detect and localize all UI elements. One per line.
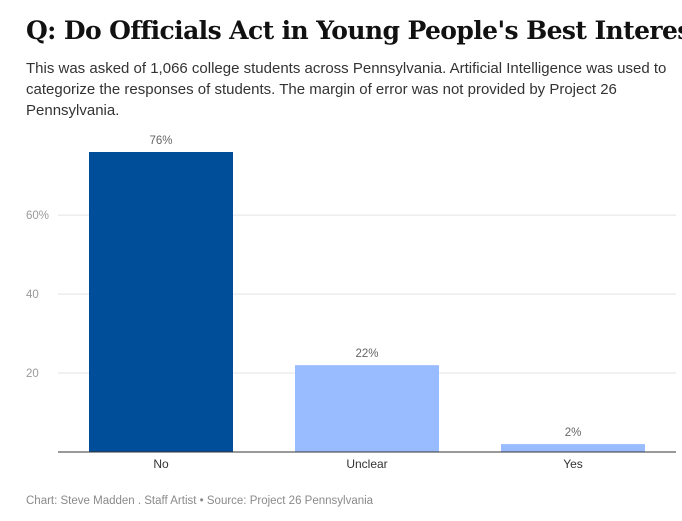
data-label: 22% [355, 348, 378, 360]
x-tick-label: Yes [563, 457, 583, 471]
y-tick-label: 20 [26, 368, 39, 380]
y-tick-label: 60% [26, 210, 49, 222]
chart-source: Chart: Steve Madden . Staff Artist • Sou… [26, 495, 374, 507]
data-label: 2% [565, 427, 582, 439]
bar-unclear[interactable] [295, 365, 439, 452]
chart-subtitle: This was asked of 1,066 college students… [26, 60, 667, 119]
x-tick-label: Unclear [346, 457, 387, 471]
x-tick-label: No [153, 457, 169, 471]
y-tick-label: 40 [26, 289, 39, 301]
bar-yes[interactable] [501, 444, 645, 452]
data-label: 76% [149, 135, 172, 147]
chart-title: Q: Do Officials Act in Young People's Be… [26, 16, 682, 45]
bar-no[interactable] [89, 152, 233, 452]
